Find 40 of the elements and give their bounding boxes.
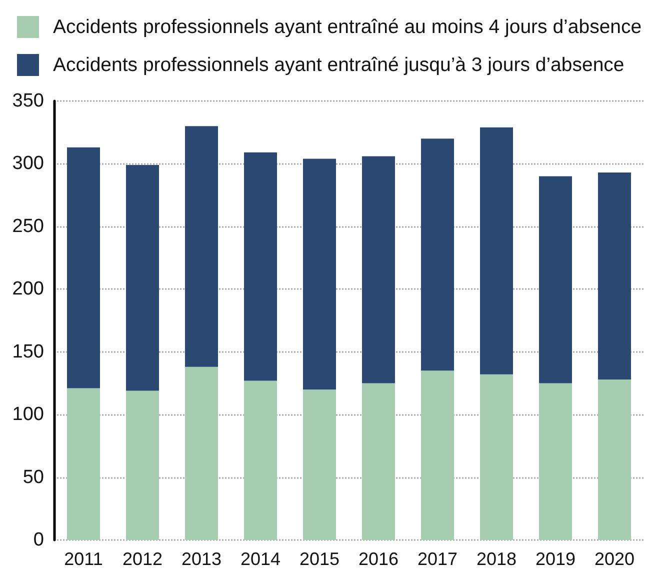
x-tick-label: 2015 xyxy=(299,549,340,569)
y-tick-label: 150 xyxy=(12,341,44,362)
bar xyxy=(126,164,159,391)
bar xyxy=(303,389,336,540)
y-tick-label: 100 xyxy=(12,404,44,426)
bar xyxy=(421,370,454,540)
x-tick-label: 2020 xyxy=(594,549,635,569)
bar xyxy=(362,383,395,540)
legend-label: Accidents professionnels ayant entraîné au moins 4 jours d’absence xyxy=(53,16,642,38)
bar xyxy=(244,152,277,381)
x-tick-label: 2011 xyxy=(64,549,103,569)
x-tick-label: 2014 xyxy=(240,549,281,569)
bar xyxy=(67,388,100,540)
bar xyxy=(185,366,218,540)
legend-label: Accidents professionnels ayant entraîné jusqu’à 3 jours d’absence xyxy=(53,54,624,76)
x-tick-label: 2019 xyxy=(535,549,576,569)
y-tick-label: 250 xyxy=(12,216,44,237)
bar xyxy=(539,383,572,540)
bar xyxy=(185,126,218,367)
bar xyxy=(303,158,336,390)
y-tick-label: 200 xyxy=(12,278,44,300)
x-tick-label: 2017 xyxy=(417,549,458,569)
x-tick-label: 2016 xyxy=(358,549,399,569)
bar xyxy=(126,390,159,540)
y-tick-label: 300 xyxy=(12,153,44,174)
bar xyxy=(480,127,513,374)
x-tick-label: 2018 xyxy=(476,549,517,569)
bar xyxy=(539,176,572,384)
bar xyxy=(598,379,631,540)
bar xyxy=(598,172,631,380)
x-tick-label: 2012 xyxy=(122,549,163,569)
x-tick-label: 2013 xyxy=(181,549,222,569)
bar xyxy=(421,138,454,371)
bar xyxy=(244,380,277,540)
bar xyxy=(480,374,513,540)
y-tick-label: 0 xyxy=(33,530,44,550)
y-tick-label: 50 xyxy=(22,466,44,488)
bar xyxy=(362,156,395,384)
y-tick-label: 350 xyxy=(12,90,44,112)
bar xyxy=(67,147,100,388)
